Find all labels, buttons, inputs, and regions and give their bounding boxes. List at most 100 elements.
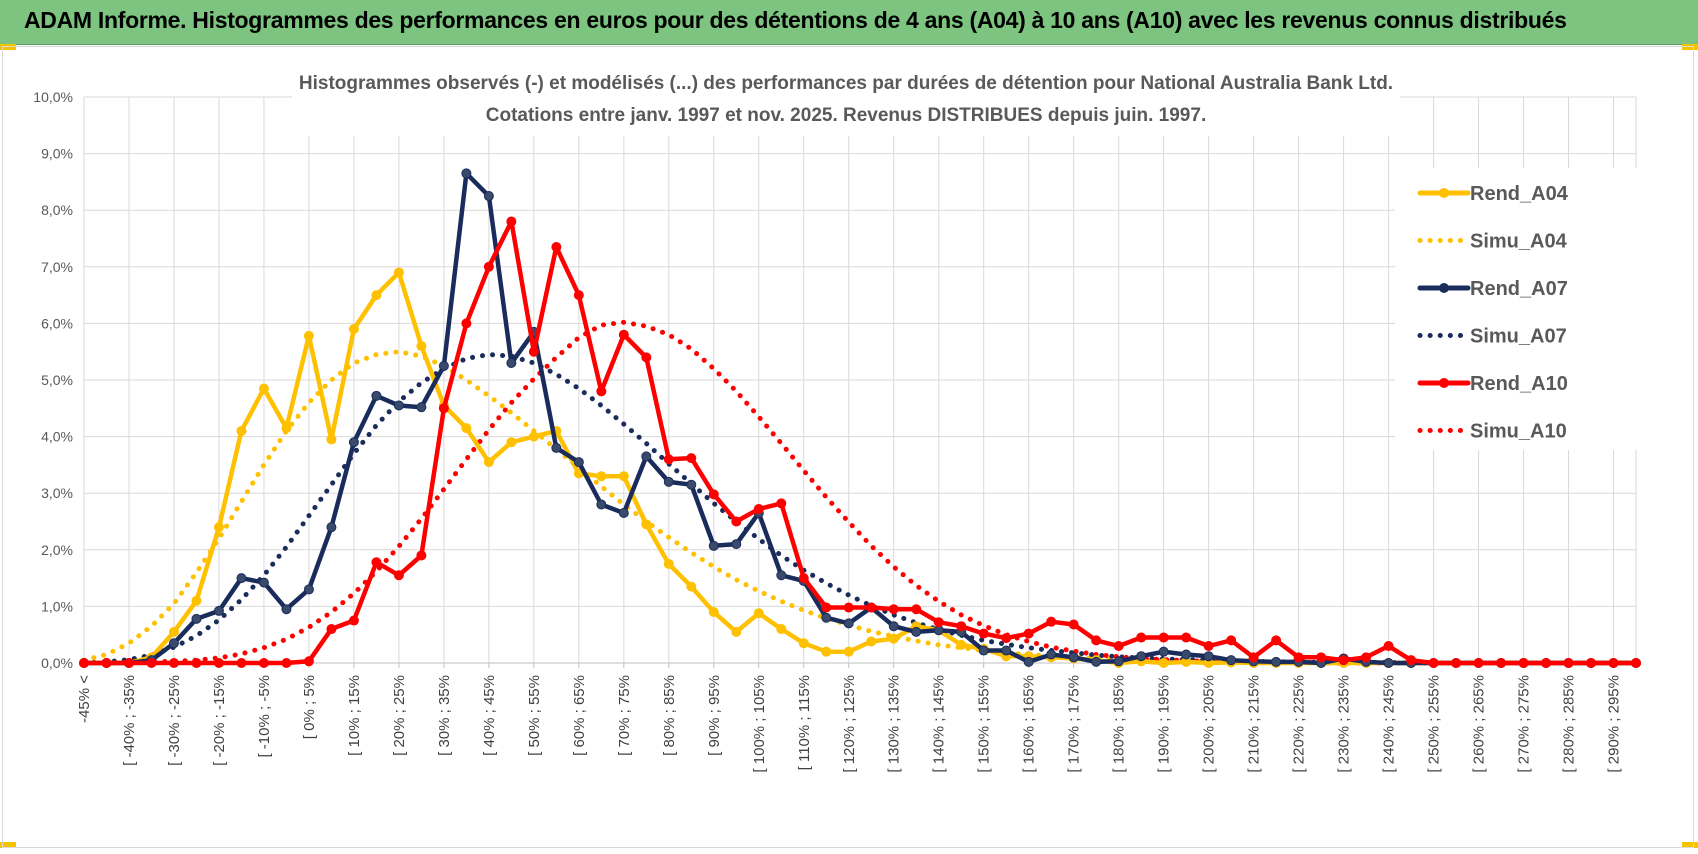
data-point: [596, 386, 607, 397]
data-point: [79, 658, 89, 668]
x-tick-label: [ 220% ; 225%: [1291, 675, 1308, 773]
data-point: [731, 539, 742, 550]
legend-box: [1395, 168, 1661, 450]
data-point: [371, 390, 382, 401]
data-point: [843, 618, 854, 629]
x-tick-label: [ 270% ; 275%: [1516, 675, 1533, 773]
data-point: [731, 516, 742, 527]
data-point: [191, 595, 202, 606]
legend-label: Simu_A10: [1470, 421, 1567, 443]
y-tick-label: 9,0%: [41, 146, 73, 162]
chart-frame: [2, 46, 1694, 848]
data-point: [236, 658, 247, 668]
data-point: [191, 658, 202, 668]
data-point: [978, 628, 989, 639]
corner-mark-bottom-left: [0, 842, 16, 848]
data-point: [821, 612, 832, 623]
data-point: [326, 624, 337, 635]
x-tick-label: [ 120% ; 125%: [841, 675, 858, 773]
y-tick-label: 3,0%: [41, 485, 73, 501]
data-point: [1068, 619, 1079, 630]
data-point: [438, 360, 449, 371]
data-point: [213, 522, 224, 533]
x-tick-label: [ 80% ; 85%: [661, 675, 678, 756]
x-tick-label: [ 180% ; 185%: [1111, 675, 1128, 773]
data-point: [528, 346, 539, 357]
data-point: [1023, 628, 1034, 639]
data-point: [686, 453, 697, 464]
series-simu-a04: [81, 349, 1639, 666]
header-banner: ADAM Informe. Histogrammes des performan…: [0, 0, 1698, 45]
data-point: [911, 604, 922, 615]
data-point: [528, 431, 539, 442]
data-point: [1203, 641, 1214, 652]
data-point: [236, 573, 247, 584]
legend-item: Rend_A07: [1417, 278, 1568, 300]
legend-label: Rend_A10: [1470, 373, 1568, 395]
data-point: [1023, 656, 1034, 667]
legend-label: Simu_A07: [1470, 326, 1567, 348]
data-point: [348, 324, 359, 335]
data-point: [213, 658, 224, 668]
x-tick-label: [ -40% ; -35%: [121, 675, 138, 766]
series-line: [81, 349, 1639, 666]
data-point: [843, 646, 854, 657]
data-point: [1271, 635, 1282, 646]
data-point: [686, 581, 697, 592]
data-point: [888, 633, 899, 644]
data-point: [911, 626, 922, 637]
data-point: [618, 471, 629, 482]
data-point: [888, 621, 899, 632]
data-point: [821, 602, 832, 613]
data-point: [1203, 651, 1214, 662]
data-point: [573, 457, 584, 468]
data-point: [393, 400, 404, 411]
data-point: [123, 658, 134, 668]
data-point: [168, 638, 179, 649]
data-point: [348, 615, 359, 626]
data-point: [506, 437, 517, 448]
x-tick-label: -45% <: [76, 675, 93, 723]
data-point: [483, 457, 494, 468]
legend-item: Rend_A04: [1417, 183, 1569, 205]
data-point: [798, 638, 809, 649]
data-point: [213, 605, 224, 616]
legend-label: Rend_A07: [1470, 278, 1568, 300]
data-point: [326, 522, 337, 533]
x-tick-label: [ 190% ; 195%: [1156, 675, 1173, 773]
y-tick-label: 10,0%: [33, 89, 73, 105]
data-point: [1473, 658, 1484, 668]
data-point: [686, 479, 697, 490]
data-point: [708, 540, 719, 551]
corner-mark-bottom-right: [1682, 842, 1698, 848]
data-point: [281, 423, 292, 434]
data-point: [1271, 656, 1282, 667]
data-point: [821, 646, 832, 657]
x-tick-label: [ 260% ; 265%: [1471, 675, 1488, 773]
data-point: [798, 573, 809, 584]
series-rend-a10: [79, 216, 1641, 668]
x-tick-label: [ -30% ; -25%: [166, 675, 183, 766]
x-tick-label: [ -20% ; -15%: [211, 675, 228, 766]
legend-label: Rend_A04: [1470, 183, 1569, 205]
data-point: [933, 617, 944, 628]
axis-layer: 0,0% 1,0% 2,0% 3,0% 4,0% 5,0% 6,0% 7,0% 8,0% 9,0%…: [33, 89, 1622, 773]
data-point: [438, 403, 449, 414]
data-point: [776, 570, 787, 581]
data-point: [258, 577, 269, 588]
x-tick-label: [ 0% ; 5%: [301, 675, 318, 739]
data-point: [281, 604, 292, 615]
data-point: [663, 454, 674, 465]
data-point: [461, 318, 472, 329]
x-tick-label: [ 210% ; 215%: [1246, 675, 1263, 773]
data-point: [1541, 658, 1552, 668]
data-point: [1338, 655, 1349, 666]
y-tick-label: 6,0%: [41, 315, 73, 331]
data-point: [416, 341, 427, 352]
data-point: [888, 604, 899, 615]
corner-mark-top-right: [1682, 44, 1698, 50]
data-point: [663, 476, 674, 487]
data-point: [551, 241, 562, 252]
legend-marker: [1439, 188, 1449, 198]
data-point: [1136, 632, 1147, 643]
